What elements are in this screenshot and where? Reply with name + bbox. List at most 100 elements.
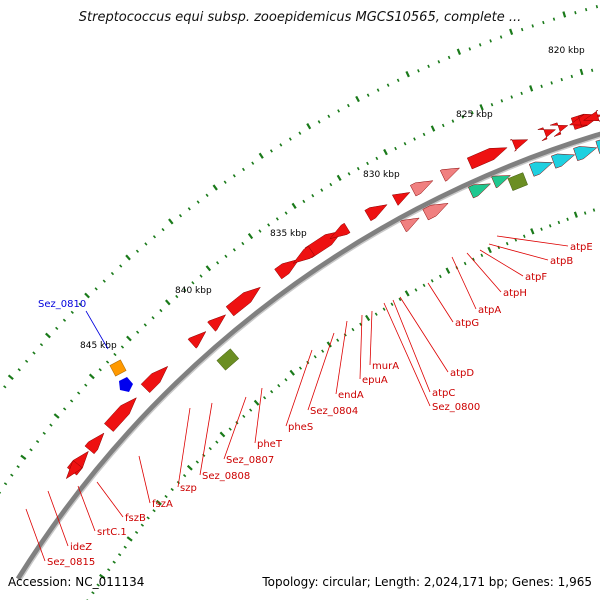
- tick-mark: [520, 27, 524, 32]
- tick-mark: [117, 553, 122, 557]
- gene-arrow: [364, 204, 388, 222]
- tick-mark: [275, 217, 279, 221]
- tick-mark: [291, 202, 297, 210]
- tick-mark: [62, 407, 67, 411]
- gene-arrow: [225, 286, 261, 317]
- gene-label: murA: [372, 361, 399, 372]
- gene-label: endA: [338, 390, 364, 401]
- label-leader: [335, 320, 348, 395]
- tick-mark: [540, 227, 543, 231]
- tick-mark: [560, 77, 563, 82]
- tick-mark: [487, 246, 492, 254]
- tick-mark: [251, 161, 255, 165]
- tick-mark: [112, 560, 116, 564]
- tick-mark: [98, 368, 102, 372]
- label-leader: [223, 396, 247, 460]
- kbp-label: 845 kbp: [80, 341, 117, 351]
- gene-arrow: [466, 147, 508, 170]
- tick-mark: [263, 396, 267, 400]
- tick-mark: [461, 115, 464, 119]
- gene-label: atpH: [503, 288, 527, 299]
- blue-marker: [119, 377, 133, 392]
- tick-mark: [113, 352, 117, 357]
- gene-arrow: [573, 146, 598, 162]
- tick-mark: [277, 384, 281, 388]
- tick-mark: [110, 271, 115, 276]
- label-leader: [47, 490, 69, 547]
- tick-mark: [336, 338, 340, 342]
- label-leader: [466, 252, 502, 293]
- tick-mark: [269, 149, 273, 153]
- tick-mark: [359, 322, 363, 327]
- tick-mark: [404, 290, 410, 297]
- tick-mark: [376, 88, 380, 92]
- tick-mark: [336, 174, 342, 182]
- label-leader: [383, 302, 431, 407]
- label-leader: [138, 455, 151, 504]
- tick-mark: [510, 95, 514, 99]
- tick-mark: [212, 184, 218, 191]
- gene-label: pheT: [257, 439, 283, 450]
- tick-mark: [126, 335, 132, 342]
- tick-mark: [479, 104, 484, 111]
- kbp-tick-labels: 820 kbp 825 kbp 830 kbp 835 kbp 840 kbp 845 k…: [80, 46, 585, 351]
- tick-mark: [298, 366, 303, 370]
- genome-backbone: [15, 131, 600, 581]
- tick-mark: [77, 391, 81, 395]
- tick-mark: [422, 283, 426, 288]
- gene-label: srtC.1: [97, 527, 127, 538]
- tick-mark: [327, 114, 331, 119]
- tick-mark: [468, 47, 472, 51]
- tick-mark: [356, 166, 360, 171]
- tick-mark: [205, 193, 209, 197]
- tick-mark: [489, 39, 492, 43]
- tick-mark: [84, 292, 90, 299]
- tick-mark: [195, 460, 199, 464]
- label-leader: [359, 314, 363, 380]
- tick-mark: [155, 499, 162, 506]
- tick-mark: [187, 207, 191, 211]
- backbone-line: [15, 131, 600, 581]
- label-leader: [177, 407, 191, 488]
- label-leader: [488, 243, 549, 261]
- tick-mark: [313, 355, 317, 359]
- tick-mark: [326, 341, 332, 348]
- tick-mark: [505, 241, 509, 246]
- gene-label: atpC: [432, 388, 455, 399]
- gene-label: Sez_0800: [432, 402, 480, 413]
- tick-mark: [557, 220, 561, 225]
- tick-mark: [570, 74, 574, 79]
- tick-mark: [3, 385, 7, 389]
- tick-mark: [520, 91, 523, 96]
- tick-mark: [107, 568, 111, 572]
- tick-mark: [94, 287, 98, 291]
- tick-mark: [390, 302, 394, 306]
- tick-mark: [62, 318, 67, 322]
- tick-mark: [480, 253, 484, 258]
- label-leader: [479, 249, 524, 277]
- gene-arrow: [568, 114, 588, 128]
- tick-mark: [32, 351, 36, 355]
- tick-mark: [120, 345, 125, 349]
- gene-arrow: [400, 217, 420, 233]
- gene-arrow: [582, 110, 600, 122]
- tick-mark: [552, 17, 556, 21]
- label-leader: [496, 235, 569, 247]
- gene-arrow: [292, 245, 315, 264]
- tick-mark: [105, 360, 110, 364]
- tick-mark: [540, 84, 543, 88]
- tick-mark: [170, 487, 174, 492]
- gene-label: fszB: [125, 513, 146, 524]
- tick-mark: [199, 274, 203, 278]
- tick-mark: [152, 235, 157, 239]
- tick-mark: [529, 85, 534, 92]
- tick-mark: [182, 474, 187, 478]
- tick-mark: [228, 427, 232, 431]
- tick-mark: [337, 109, 341, 113]
- backbone-highlight: [19, 136, 600, 581]
- tick-mark: [49, 423, 53, 427]
- gene-label: Sez_0807: [226, 455, 274, 466]
- tick-mark: [531, 24, 534, 28]
